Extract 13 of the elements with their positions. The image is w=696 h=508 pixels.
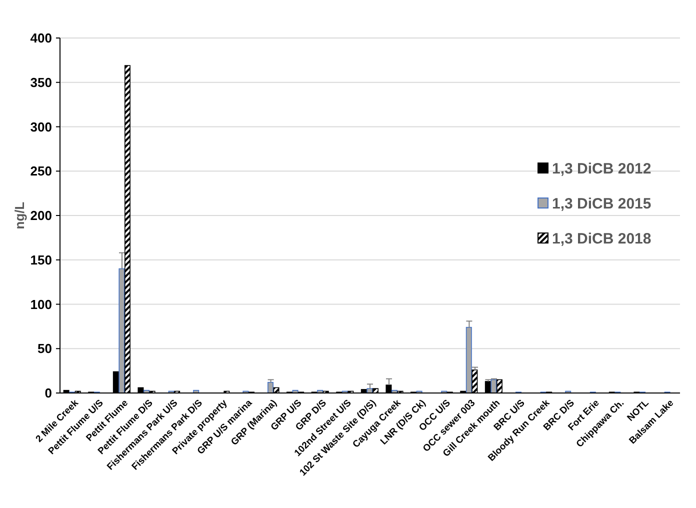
legend-label: 1,3 DiCB 2015 (552, 195, 652, 212)
y-tick-label: 200 (30, 208, 52, 224)
y-tick-label: 0 (44, 386, 52, 401)
legend-label: 1,3 DiCB 2012 (552, 160, 652, 178)
y-tick-label: 300 (30, 119, 52, 134)
y-tick-label: 350 (30, 74, 52, 90)
legend-label: 1,3 DiCB 2018 (552, 230, 652, 248)
y-tick-label: 150 (30, 252, 52, 268)
y-axis-title: ng/L (12, 202, 27, 230)
y-tick-label: 400 (30, 30, 52, 46)
y-tick-label: 250 (30, 164, 52, 179)
y-tick-label: 50 (38, 341, 52, 356)
y-tick-label: 100 (30, 296, 52, 312)
